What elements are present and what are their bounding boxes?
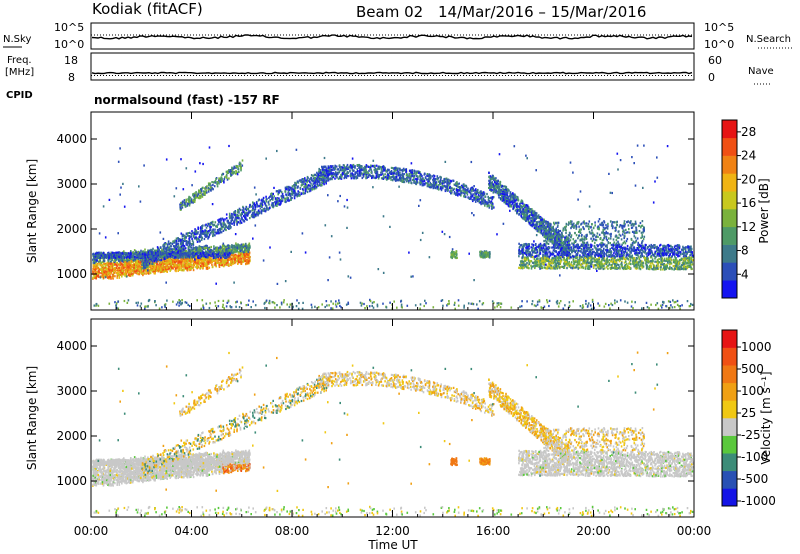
colorbar-tick-label: -25 — [741, 428, 761, 442]
x-tick-label: 04:00 — [174, 524, 209, 538]
nave-tick-top: 60 — [708, 54, 722, 67]
station-title: Kodiak (fitACF) — [92, 0, 203, 18]
y-tick-label: 1000 — [56, 267, 87, 281]
noise-tick-right-bottom: 10^0 — [704, 38, 734, 51]
colorbar-swatch — [722, 226, 737, 245]
colorbar-tick-label: -1000 — [741, 494, 776, 508]
date-range: 14/Mar/2016 – 15/Mar/2016 — [438, 3, 646, 21]
colorbar-swatch — [722, 155, 737, 174]
colorbar-swatch — [722, 365, 737, 384]
freq-unit-label: [MHz] — [5, 67, 34, 78]
colorbar-swatch — [722, 347, 737, 366]
freq-tick-top: 18 — [64, 54, 78, 67]
cpid-label: CPID — [6, 90, 33, 101]
colorbar-swatch — [722, 435, 737, 454]
colorbar-tick-label: 500 — [741, 362, 764, 376]
colorbar-swatch — [722, 330, 737, 348]
colorbar-swatch — [722, 209, 737, 228]
nave-tick-bottom: 0 — [708, 71, 715, 84]
colorbar-swatch — [722, 418, 737, 436]
colorbar-tick-label: 24 — [741, 149, 756, 163]
x-tick-label: 08:00 — [275, 524, 310, 538]
freq-tick-bottom: 8 — [68, 71, 75, 84]
x-axis-label: Time UT — [367, 538, 418, 552]
power-y-axis-label: Slant Range [km] — [25, 159, 39, 263]
colorbar-swatch — [722, 280, 737, 299]
colorbar-tick-label: 12 — [741, 220, 756, 234]
colorbar-tick-label: 16 — [741, 196, 756, 210]
noise-tick-left-bottom: 10^0 — [54, 38, 84, 51]
noise-tick-right-top: 10^5 — [704, 21, 734, 34]
power-scatter — [92, 144, 694, 310]
colorbar-swatch — [722, 244, 737, 263]
velocity-y-axis-label: Slant Range [km] — [25, 366, 39, 470]
colorbar-swatch — [722, 191, 737, 210]
y-tick-label: 1000 — [56, 474, 87, 488]
frequency-strip: Freq. [MHz] 18 8 60 0 Nave — [5, 52, 774, 85]
colorbar-swatch — [722, 453, 737, 472]
velocity-panel: 1000 2000 3000 4000 Slant Range [km] 1000 50… — [25, 318, 776, 518]
cpid-text: normalsound (fast) -157 RF — [94, 93, 280, 107]
velocity-colorbar-label: Velocity [m s⁻¹] — [759, 371, 773, 464]
colorbar-swatch — [722, 120, 737, 139]
colorbar-swatch — [722, 382, 737, 401]
x-tick-label: 20:00 — [576, 524, 611, 538]
colorbar-swatch — [722, 488, 737, 507]
beam-label: Beam 02 — [356, 3, 423, 21]
y-tick-label: 4000 — [56, 339, 87, 353]
colorbar-tick-label: 28 — [741, 125, 756, 139]
colorbar-swatch — [722, 470, 737, 489]
freq-label: Freq. — [7, 55, 32, 66]
colorbar-tick-label: 25 — [741, 406, 756, 420]
x-tick-label: 00:00 — [74, 524, 109, 538]
nsky-label: N.Sky — [3, 34, 31, 45]
colorbar-tick-label: 100 — [741, 384, 764, 398]
y-tick-label: 2000 — [56, 222, 87, 236]
nsearch-label: N.Search — [746, 34, 791, 45]
colorbar-swatch — [722, 262, 737, 281]
noise-strip: N.Sky N.Search 10^5 10^0 10^5 10^0 — [3, 21, 792, 51]
colorbar-tick-label: 4 — [741, 267, 749, 281]
velocity-colorbar: 1000 500 100 25 -25 -100 -500 -1000 — [721, 329, 776, 508]
y-tick-label: 2000 — [56, 429, 87, 443]
colorbar-tick-label: 1000 — [741, 340, 772, 354]
colorbar-swatch — [722, 400, 737, 419]
colorbar-tick-label: -500 — [741, 472, 768, 486]
colorbar-swatch — [722, 173, 737, 192]
y-tick-label: 3000 — [56, 384, 87, 398]
x-tick-label: 16:00 — [476, 524, 511, 538]
power-panel: 1000 2000 3000 4000 Slant Range [km] 4 8 12 16… — [25, 111, 771, 311]
power-colorbar-label: Power [dB] — [757, 178, 771, 243]
y-tick-label: 4000 — [56, 132, 87, 146]
nave-label: Nave — [748, 66, 774, 77]
x-tick-label: 00:00 — [677, 524, 712, 538]
y-tick-label: 3000 — [56, 177, 87, 191]
velocity-scatter — [92, 351, 694, 517]
colorbar-tick-label: 8 — [741, 244, 749, 258]
power-colorbar: 4 8 12 16 20 24 28 — [721, 119, 756, 299]
colorbar-tick-label: -100 — [741, 450, 768, 464]
colorbar-tick-label: 20 — [741, 172, 756, 186]
noise-tick-left-top: 10^5 — [54, 21, 84, 34]
x-tick-label: 12:00 — [375, 524, 410, 538]
colorbar-swatch — [722, 137, 737, 156]
